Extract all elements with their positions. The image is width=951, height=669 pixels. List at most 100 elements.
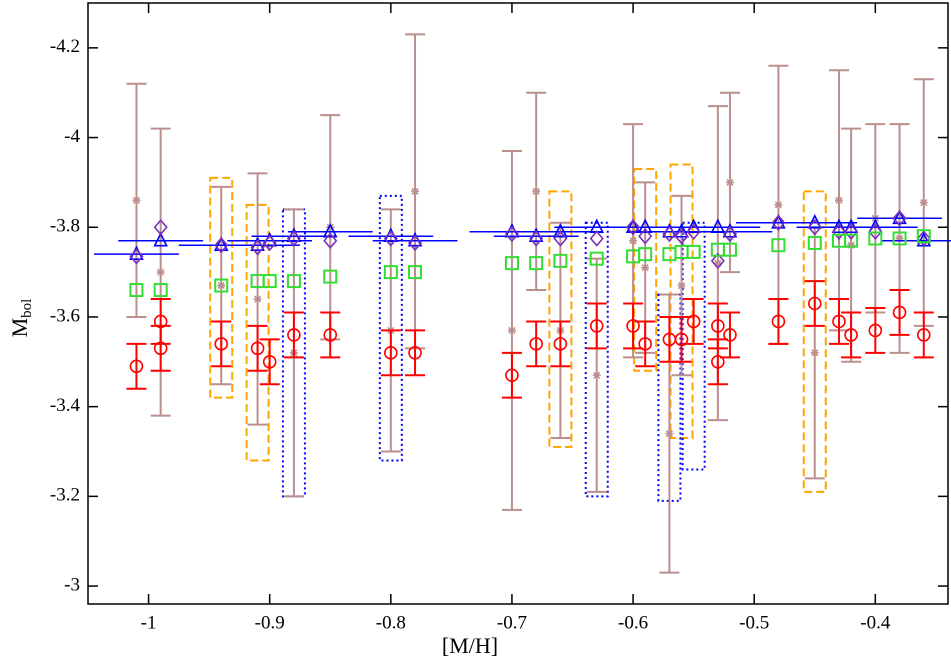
square-marker <box>504 256 519 271</box>
square-marker <box>529 256 544 271</box>
circle-marker <box>844 328 858 342</box>
circle-marker <box>771 314 786 329</box>
y-tick-label: -3.4 <box>50 395 81 416</box>
star-marker <box>532 187 541 196</box>
diamond-marker <box>686 223 701 240</box>
circle-marker <box>916 328 931 342</box>
star-marker <box>847 241 856 250</box>
star-marker <box>677 281 686 290</box>
circle-marker <box>626 319 640 333</box>
error-bar <box>865 306 886 354</box>
circle-marker <box>129 359 144 374</box>
circle-marker <box>589 319 604 333</box>
error-bar <box>707 338 728 386</box>
square-marker <box>916 229 931 244</box>
diamond-marker <box>129 248 144 265</box>
diamond-marker <box>589 230 604 247</box>
y-label-sub: bol <box>19 299 35 318</box>
square-marker <box>844 233 859 248</box>
square-marker <box>214 278 229 293</box>
star-marker <box>665 429 674 438</box>
x-tick-label: -1 <box>141 612 157 633</box>
star-marker <box>713 259 722 268</box>
error-bar <box>283 311 304 359</box>
diamond-marker <box>807 219 822 236</box>
star-marker <box>326 223 335 232</box>
diamond-marker <box>214 236 229 254</box>
error-bar <box>586 302 607 350</box>
diamond-marker <box>323 232 338 249</box>
triangle-marker <box>153 231 168 247</box>
triangle-marker <box>892 209 907 225</box>
diamond-marker <box>892 210 907 227</box>
square-marker <box>153 283 168 298</box>
error-bar <box>913 311 934 359</box>
circle-marker <box>553 337 568 351</box>
error-bar <box>828 298 849 345</box>
circle-marker <box>214 337 229 351</box>
y-axis-label: Mbol <box>7 299 35 338</box>
diamond-marker <box>553 230 568 247</box>
range-box <box>584 221 609 498</box>
square-marker <box>553 253 568 268</box>
square-marker <box>383 265 398 280</box>
diamond-marker <box>771 214 786 231</box>
diamond-marker <box>504 225 519 243</box>
star-marker <box>641 263 650 272</box>
x-tick-label: -0.4 <box>860 612 891 633</box>
error-bar <box>380 329 401 377</box>
y-tick-label: -3.6 <box>50 305 80 326</box>
x-tick-label: -0.8 <box>376 612 406 633</box>
diamond-marker <box>710 252 725 270</box>
error-bar <box>320 311 341 359</box>
y-tick-label: -4 <box>64 126 80 147</box>
square-marker <box>662 247 677 262</box>
error-bar <box>550 320 571 368</box>
error-bar <box>259 338 280 386</box>
diamond-marker <box>844 223 859 240</box>
square-marker <box>638 247 653 262</box>
star-marker <box>919 198 928 207</box>
circle-marker <box>250 341 265 356</box>
error-bar <box>501 351 522 399</box>
y-tick-label: -4.2 <box>50 36 80 57</box>
square-marker <box>722 242 737 257</box>
diamond-marker <box>638 227 653 245</box>
error-bar <box>719 311 740 359</box>
star-marker <box>411 187 420 196</box>
circle-marker <box>262 355 277 369</box>
error-bar <box>405 329 426 377</box>
error-bar <box>126 342 147 390</box>
error-bar <box>526 320 547 368</box>
diamond-marker <box>153 219 168 236</box>
error-bar <box>889 289 910 336</box>
diamond-marker <box>407 234 423 252</box>
square-marker <box>807 235 822 250</box>
y-tick-label: -3 <box>64 574 80 595</box>
triangle-marker <box>771 213 786 229</box>
diamond-marker <box>722 225 738 243</box>
circle-marker <box>408 346 422 360</box>
diamond-marker <box>916 230 931 247</box>
square-marker <box>323 269 338 284</box>
star-marker <box>156 268 165 277</box>
circle-marker <box>686 314 701 329</box>
circle-marker <box>832 314 846 329</box>
star-marker <box>774 200 783 209</box>
x-tick-label: -0.7 <box>497 612 527 633</box>
square-marker <box>262 274 277 289</box>
diamond-marker <box>286 230 301 247</box>
triangle-marker <box>843 218 859 234</box>
star-marker <box>834 196 843 205</box>
y-label-main: M <box>7 318 32 338</box>
triangle-marker <box>322 222 338 238</box>
circle-marker <box>868 323 883 338</box>
triangle-marker <box>831 218 847 234</box>
triangle-marker <box>674 222 689 238</box>
x-axis-label: [M/H] <box>442 633 498 658</box>
star-marker <box>810 348 819 357</box>
star-marker <box>132 196 141 205</box>
range-box <box>802 190 827 493</box>
error-bar <box>623 302 644 350</box>
